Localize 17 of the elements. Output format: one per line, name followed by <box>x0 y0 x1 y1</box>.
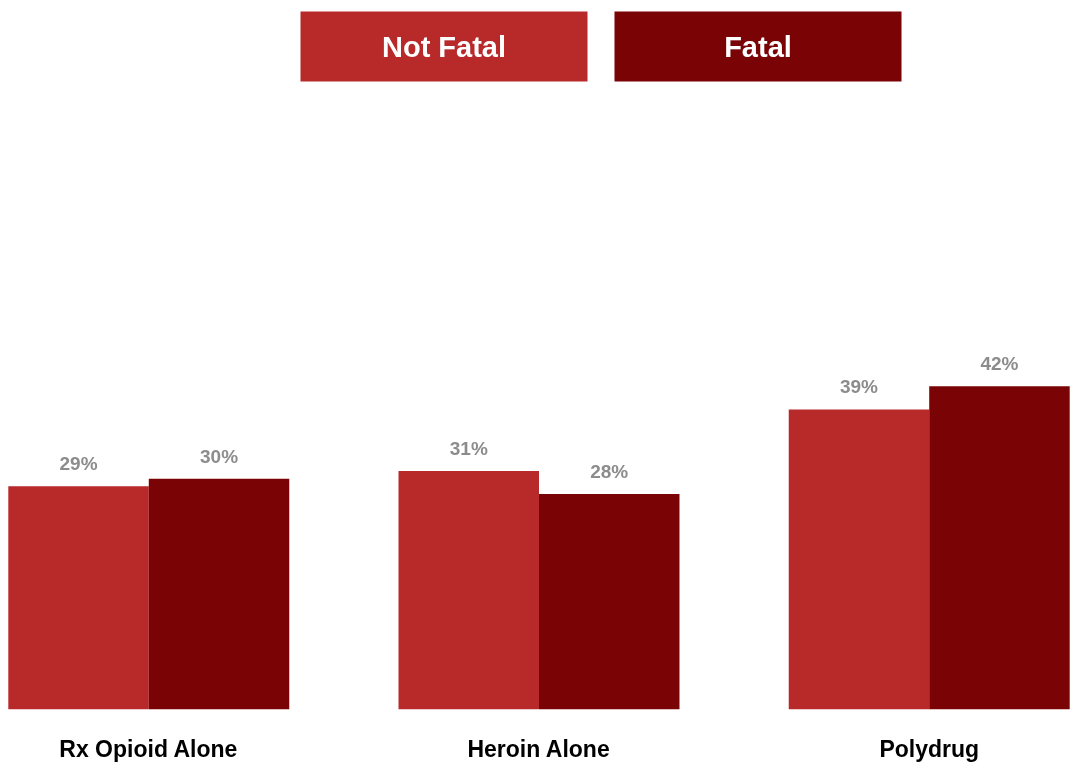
x-tick-label: Polydrug <box>879 735 980 762</box>
bar <box>398 470 539 710</box>
bar <box>929 386 1070 710</box>
x-tick-label: Rx Opioid Alone <box>59 735 238 762</box>
bar <box>539 494 680 710</box>
text: Not Fatal <box>381 30 507 63</box>
data-label: 31% <box>449 437 488 459</box>
x-tick-label: Heroin Alone <box>467 735 610 762</box>
data-label: 29% <box>59 453 98 475</box>
data-label: 42% <box>980 353 1019 375</box>
data-label: 39% <box>839 376 879 398</box>
data-label: 28% <box>590 461 629 483</box>
text: Fatal <box>724 30 792 63</box>
bar <box>148 478 290 710</box>
bar <box>8 486 149 710</box>
bar <box>788 409 930 710</box>
data-label: 30% <box>200 445 239 467</box>
